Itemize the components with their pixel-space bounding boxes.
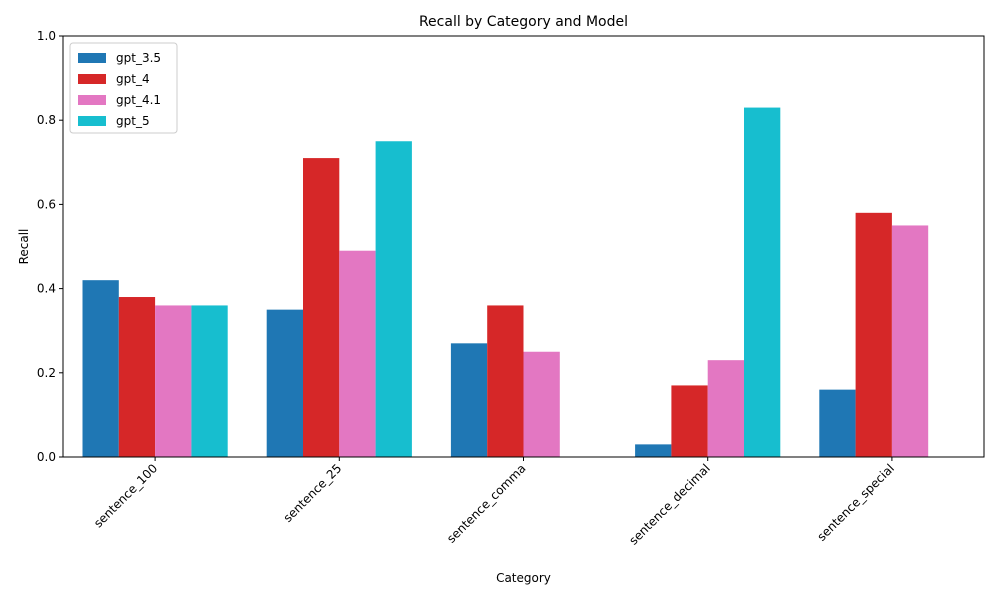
legend-label: gpt_3.5: [116, 51, 161, 65]
y-axis-label: Recall: [17, 229, 31, 265]
bar-gpt-4-sentence-25: [303, 158, 340, 457]
x-tick-label: sentence_100: [91, 461, 160, 530]
legend-swatch: [78, 95, 106, 105]
bar-gpt-5-sentence-decimal: [744, 107, 781, 457]
legend-label: gpt_4.1: [116, 93, 161, 107]
y-tick-label: 0.0: [37, 450, 56, 464]
bar-gpt-5-sentence-25: [375, 141, 412, 457]
bar-gpt-4-1-sentence-100: [155, 305, 192, 457]
legend-swatch: [78, 116, 106, 126]
legend: gpt_3.5 gpt_4 gpt_4.1 gpt_5: [69, 42, 178, 134]
bar-gpt-3-5-sentence-comma: [450, 343, 488, 457]
bar-gpt-4-1-sentence-25: [339, 250, 376, 457]
y-tick-label: 0.6: [37, 197, 56, 211]
legend-swatch: [78, 53, 106, 63]
bars-layer: [82, 107, 929, 457]
bar-gpt-4-1-sentence-comma: [523, 351, 560, 457]
bar-gpt-4-sentence-special: [855, 212, 892, 457]
x-tick-label: sentence_special: [814, 461, 897, 544]
bar-gpt-4-sentence-100: [118, 297, 156, 457]
x-tick-label: sentence_25: [281, 461, 345, 525]
legend-label: gpt_5: [116, 114, 150, 128]
bar-gpt-4-sentence-comma: [487, 305, 524, 457]
x-tick-label: sentence_comma: [444, 461, 529, 546]
legend-swatch: [78, 74, 106, 84]
y-tick-label: 0.4: [37, 282, 56, 296]
bar-gpt-3-5-sentence-decimal: [635, 444, 672, 457]
bar-gpt-3-5-sentence-100: [82, 280, 119, 457]
bar-gpt-4-1-sentence-decimal: [707, 360, 744, 457]
legend-label: gpt_4: [116, 72, 150, 86]
x-axis-label: Category: [496, 571, 551, 585]
axes-layer: 0.0 0.2 0.4 0.6 0.8 1.0 sentence_100 sentence_2…: [37, 29, 985, 548]
bar-gpt-4-sentence-decimal: [671, 385, 708, 457]
chart-title: Recall by Category and Model: [419, 14, 628, 30]
legend-box: [69, 42, 178, 134]
y-tick-label: 0.2: [37, 366, 56, 380]
y-tick-label: 0.8: [37, 113, 56, 127]
bar-gpt-3-5-sentence-25: [266, 309, 303, 457]
bar-gpt-4-1-sentence-special: [891, 225, 929, 457]
bar-gpt-3-5-sentence-special: [819, 389, 856, 457]
x-tick-label: sentence_decimal: [626, 461, 712, 547]
bar-gpt-5-sentence-100: [191, 305, 228, 457]
y-tick-label: 1.0: [37, 29, 56, 43]
